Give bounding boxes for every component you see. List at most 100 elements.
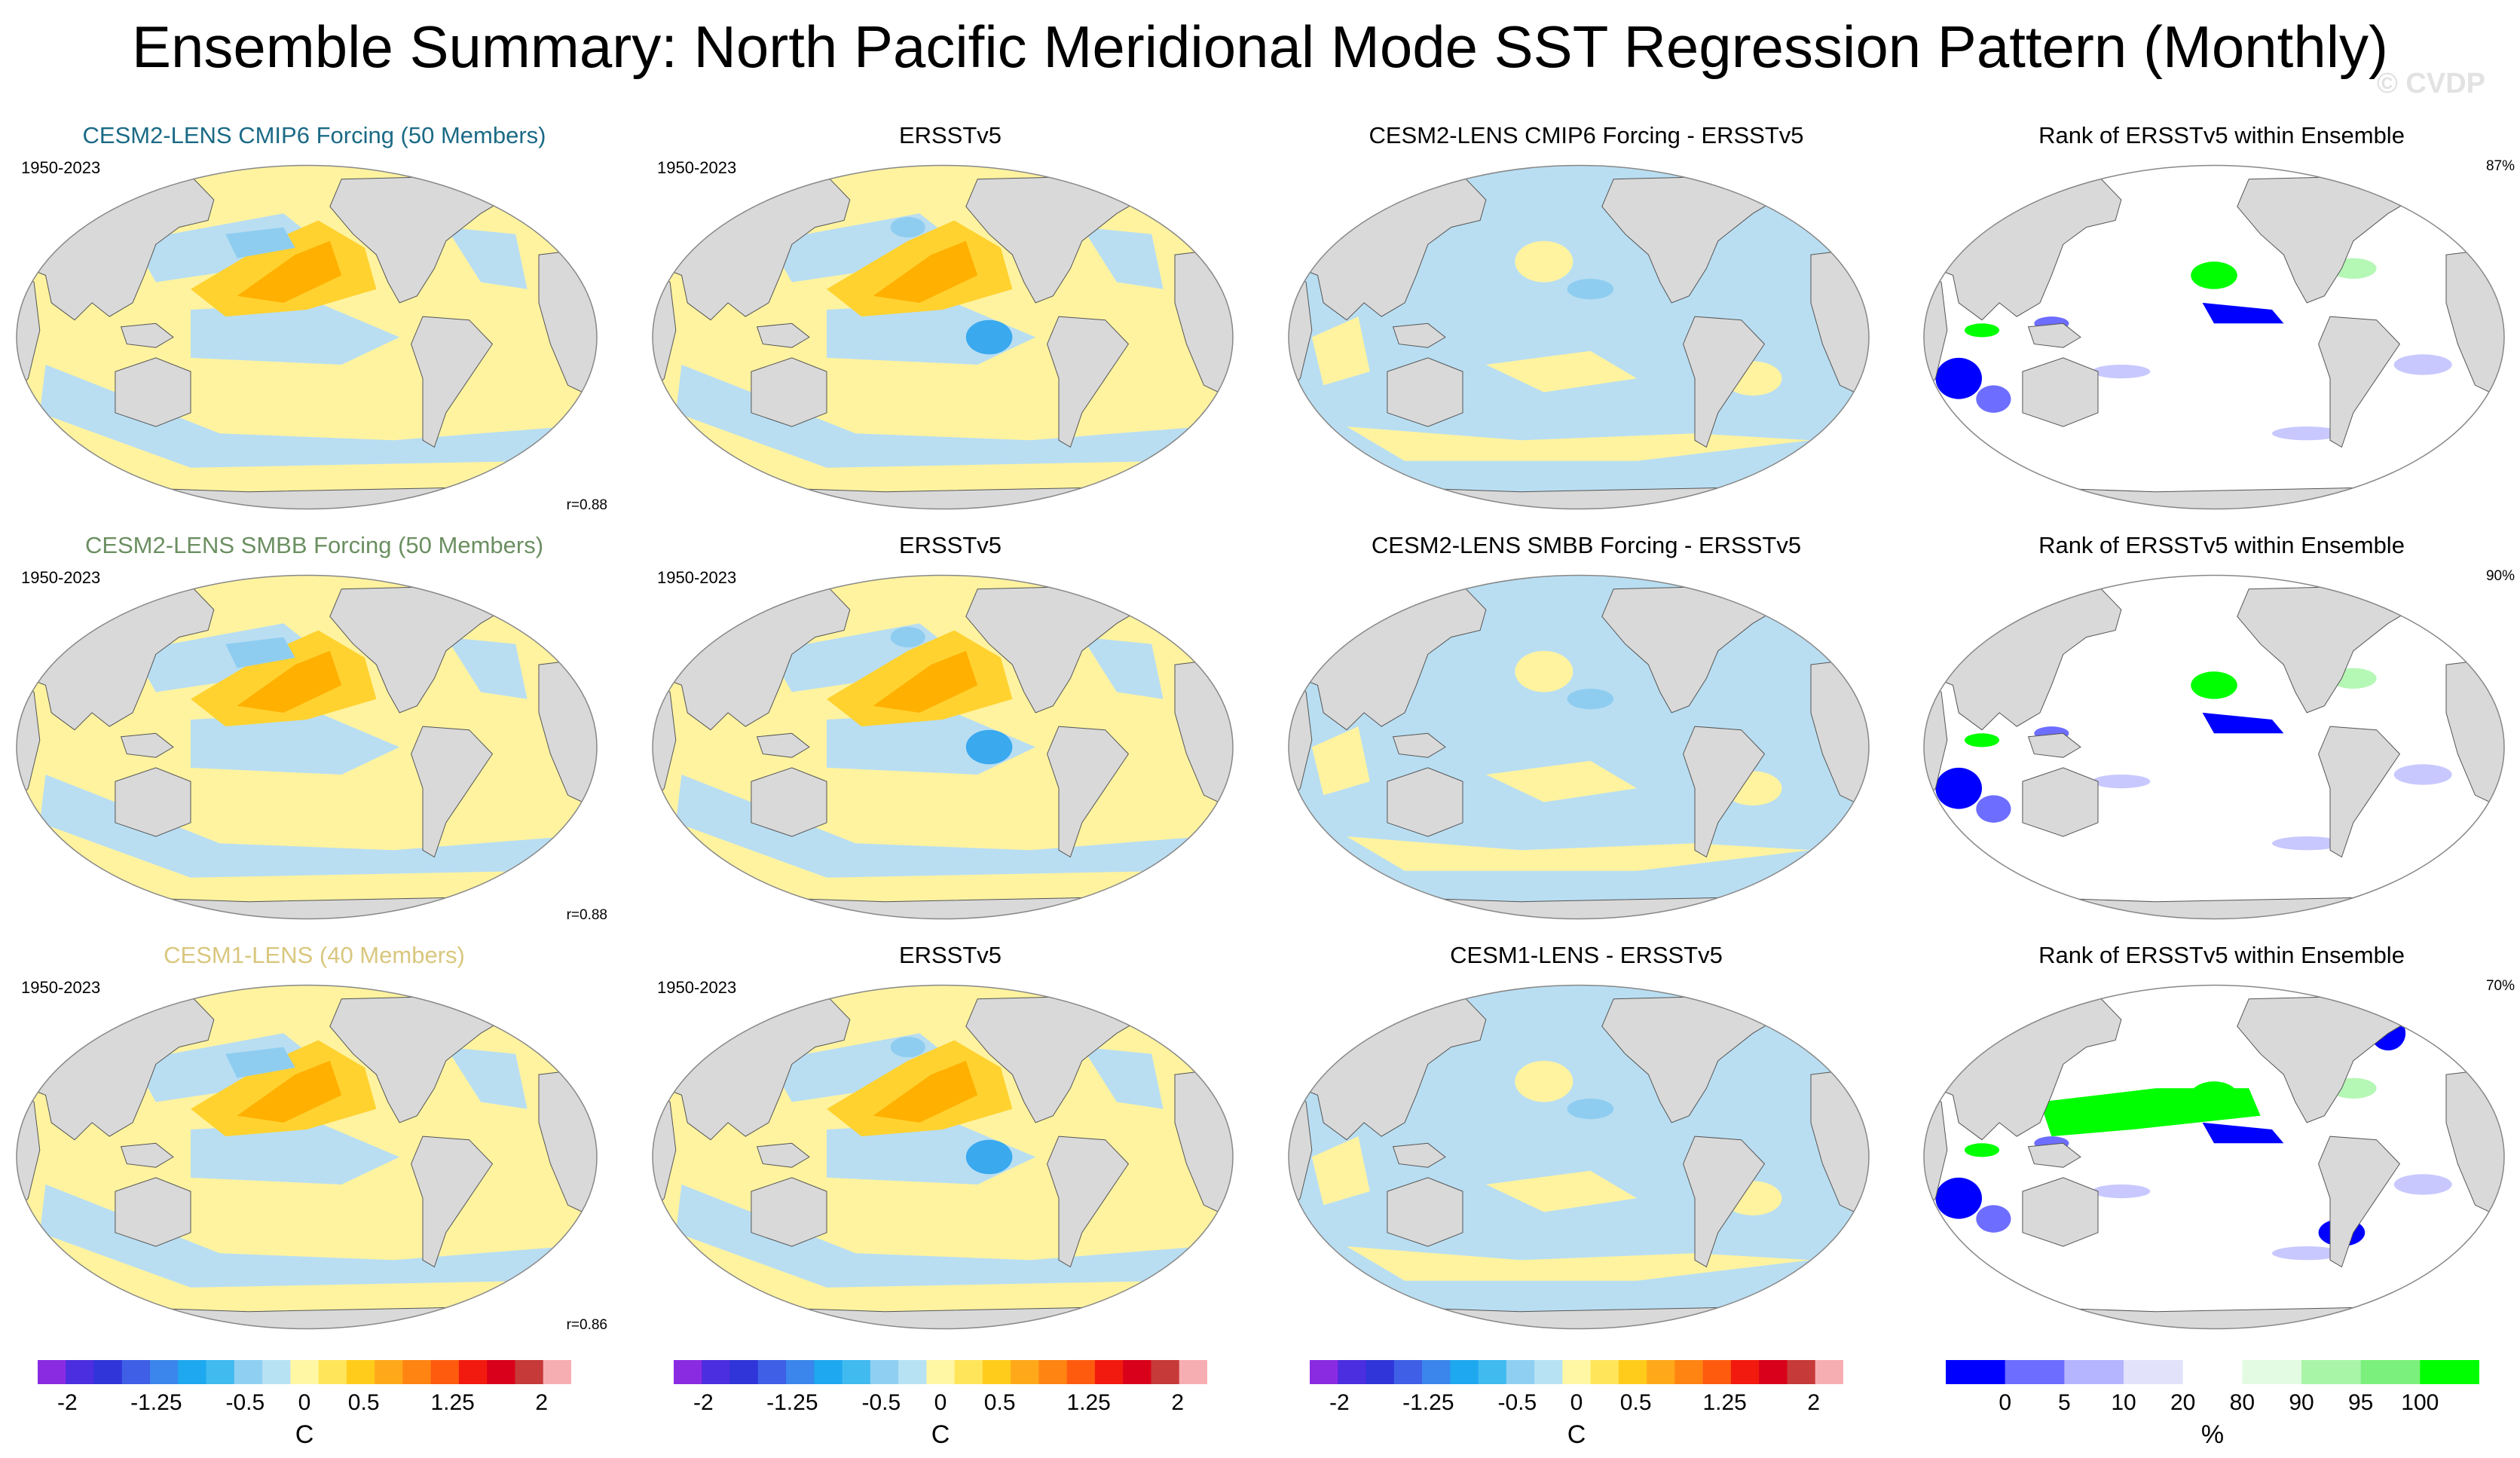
aleutian-cool-core: [890, 1036, 925, 1058]
period-label: 1950-2023: [21, 568, 101, 587]
difference-title: CESM2-LENS CMIP6 Forcing - ERSSTv5: [1369, 122, 1804, 148]
difference-map-2: [1288, 574, 1870, 920]
map-border: [652, 574, 1234, 920]
maritime-continent: [756, 322, 810, 348]
africa-east-landmass: [1810, 247, 1869, 400]
pattern-correlation: r=0.86: [566, 1317, 607, 1333]
colorbar-swatch: [1011, 1360, 1039, 1384]
indian-ocean-warm-diff: [1311, 726, 1370, 796]
colorbar-swatch: [1310, 1360, 1338, 1384]
percent-within-ensemble: 70%: [2485, 978, 2515, 994]
eastern-pacific-low-rank: [2202, 302, 2284, 324]
australia-landmass: [1387, 357, 1463, 427]
south-america-landmass: [1683, 726, 1766, 858]
rank-map-3: [1923, 984, 2505, 1330]
colorbar-tick-label: 1.25: [430, 1390, 475, 1415]
colorbar-swatch: [66, 1360, 95, 1384]
colorbar-swatch: [290, 1360, 320, 1384]
australia-landmass: [751, 1177, 827, 1247]
map-border: [1923, 574, 2505, 920]
colorbar-tick-label: 1.25: [1702, 1390, 1747, 1415]
africa-east-landmass: [1174, 247, 1233, 400]
broad-pacific-high-rank: [2040, 1088, 2261, 1137]
colorbar-tick-label: 0.5: [1619, 1390, 1652, 1415]
south-pacific-warm-diff: [1485, 1170, 1637, 1212]
panel-difference-3: CESM1-LENS - ERSSTv5: [1281, 940, 1892, 1340]
greenland-landmass: [1127, 992, 1176, 1017]
cvdp-watermark: © CVDP: [2376, 68, 2485, 99]
colorbar-tick-label: 10: [2111, 1390, 2136, 1415]
maritime-continent: [120, 322, 174, 348]
colorbar-swatch: [150, 1360, 179, 1384]
map-border: [1288, 984, 1870, 1330]
rank-title: Rank of ERSSTv5 within Ensemble: [2038, 122, 2405, 148]
colorbar-swatch: [430, 1360, 460, 1384]
africa-east-landmass: [538, 657, 597, 810]
colorbar-swatch: [814, 1360, 843, 1384]
subtropical-high-rank: [2191, 671, 2237, 699]
south-america-landmass: [2318, 1136, 2401, 1268]
map-fill: [17, 575, 597, 919]
greenland-landmass: [2399, 582, 2447, 607]
eastern-pacific-low-rank: [2202, 1122, 2284, 1144]
greenland-landmass: [491, 992, 540, 1017]
colorbar-swatch: [2301, 1360, 2362, 1384]
atlantic-cool-anomaly: [445, 1047, 528, 1109]
panel-rank-3: Rank of ERSSTv5 within Ensemble 70%: [1916, 940, 2520, 1340]
south-america-landmass: [411, 316, 494, 448]
colorbar-swatch: [38, 1360, 66, 1384]
period-label: 1950-2023: [657, 978, 737, 997]
period-label: 1950-2023: [657, 568, 737, 587]
difference-title: CESM2-LENS SMBB Forcing - ERSSTv5: [1371, 532, 1802, 558]
model-map-1: [16, 164, 598, 510]
indian-high-rank: [1964, 323, 2000, 338]
maritime-continent: [2027, 322, 2081, 348]
australia-landmass: [115, 767, 191, 837]
map-border: [1923, 984, 2505, 1330]
colorbar-swatch: [1366, 1360, 1395, 1384]
npmm-core-warm: [237, 650, 342, 713]
colorbar-swatch: [375, 1360, 403, 1384]
colorbar-swatch: [898, 1360, 927, 1384]
colorbar-tick-label: -0.5: [861, 1390, 901, 1415]
observation-title: ERSSTv5: [898, 532, 1002, 558]
kuroshio-extension-cool-core: [225, 1047, 295, 1078]
south-pacific-cool-anomaly: [191, 302, 400, 365]
colorbar-swatch: [2064, 1360, 2124, 1384]
colorbar-tick-label: 5: [2057, 1390, 2071, 1415]
colorbar-tick-label: -1.25: [130, 1390, 182, 1415]
southern-indian-low-rank: [1976, 385, 2011, 413]
colorbar-swatch: [702, 1360, 731, 1384]
colorbar-swatch: [786, 1360, 815, 1384]
north-pacific-warm-diff: [1515, 240, 1573, 283]
colorbar-swatch: [1506, 1360, 1535, 1384]
map-border: [652, 984, 1234, 1330]
africa-east-landmass: [2445, 247, 2504, 400]
map-fill: [1924, 165, 2504, 509]
south-pacific-low-rank: [2092, 1184, 2151, 1199]
period-label: 1950-2023: [657, 158, 737, 177]
colorbar-swatch: [2124, 1360, 2184, 1384]
maritime-continent: [2027, 732, 2081, 758]
observation-title: ERSSTv5: [898, 942, 1002, 968]
indian-high-rank: [1964, 1143, 2000, 1157]
eastern-pacific-low-rank: [2202, 712, 2284, 734]
colorbar-swatch: [1759, 1360, 1788, 1384]
indian-ocean-low-rank: [1935, 357, 1982, 399]
south-america-landmass: [2318, 316, 2401, 448]
australia-landmass: [1387, 1177, 1463, 1247]
colorbar-swatch: [487, 1360, 515, 1384]
colorbar-swatch: [1066, 1360, 1096, 1384]
map-fill: [1924, 985, 2504, 1329]
colorbar-tick-label: -0.5: [1497, 1390, 1537, 1415]
map-border: [16, 574, 598, 920]
model-map-2: [16, 574, 598, 920]
indian-ocean-warm-diff: [1311, 1136, 1370, 1206]
npmm-core-warm: [873, 650, 978, 713]
colorbar-unit: %: [2200, 1420, 2225, 1449]
colorbar-swatch: [1151, 1360, 1180, 1384]
greenland-landmass: [1763, 172, 1812, 197]
greenland-landmass: [1763, 582, 1812, 607]
observation-title: ERSSTv5: [898, 122, 1002, 148]
sst-colorbar-1: -2 -1.25 -0.5 0 0.5 1.25 2 C: [38, 1360, 571, 1458]
